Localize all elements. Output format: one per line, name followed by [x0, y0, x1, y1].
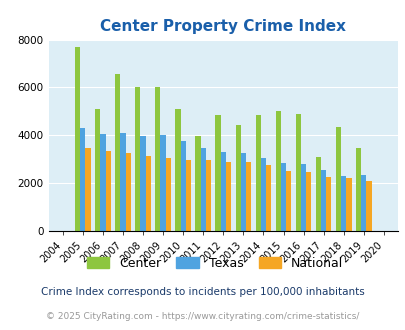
Bar — [240, 153, 245, 231]
Bar — [335, 127, 340, 231]
Text: © 2025 CityRating.com - https://www.cityrating.com/crime-statistics/: © 2025 CityRating.com - https://www.city… — [46, 312, 359, 321]
Bar — [225, 162, 230, 231]
Bar — [155, 87, 160, 231]
Bar — [300, 164, 305, 231]
Text: Crime Index corresponds to incidents per 100,000 inhabitants: Crime Index corresponds to incidents per… — [41, 287, 364, 297]
Bar — [140, 137, 145, 231]
Bar — [165, 158, 171, 231]
Bar — [360, 175, 365, 231]
Bar — [195, 137, 200, 231]
Bar — [200, 148, 205, 231]
Bar — [185, 160, 190, 231]
Bar — [180, 141, 185, 231]
Bar — [215, 115, 220, 231]
Bar — [95, 109, 100, 231]
Bar — [125, 153, 130, 231]
Bar — [135, 87, 140, 231]
Bar — [315, 157, 320, 231]
Bar — [320, 170, 326, 231]
Bar — [340, 176, 345, 231]
Bar — [295, 114, 300, 231]
Bar — [275, 112, 280, 231]
Bar — [255, 115, 260, 231]
Bar — [326, 177, 330, 231]
Bar — [85, 148, 90, 231]
Bar — [115, 74, 120, 231]
Bar — [345, 178, 351, 231]
Title: Center Property Crime Index: Center Property Crime Index — [100, 19, 345, 34]
Bar — [265, 165, 271, 231]
Bar — [205, 160, 211, 231]
Bar — [260, 158, 265, 231]
Bar — [280, 163, 286, 231]
Bar — [105, 151, 111, 231]
Bar — [100, 134, 105, 231]
Bar — [220, 152, 225, 231]
Bar — [160, 135, 165, 231]
Bar — [365, 181, 371, 231]
Bar — [80, 128, 85, 231]
Legend: Center, Texas, National: Center, Texas, National — [82, 252, 347, 275]
Bar — [245, 162, 251, 231]
Bar — [145, 156, 151, 231]
Bar — [120, 133, 125, 231]
Bar — [305, 172, 311, 231]
Bar — [355, 148, 360, 231]
Bar — [235, 124, 240, 231]
Bar — [286, 171, 291, 231]
Bar — [175, 109, 180, 231]
Bar — [75, 47, 80, 231]
